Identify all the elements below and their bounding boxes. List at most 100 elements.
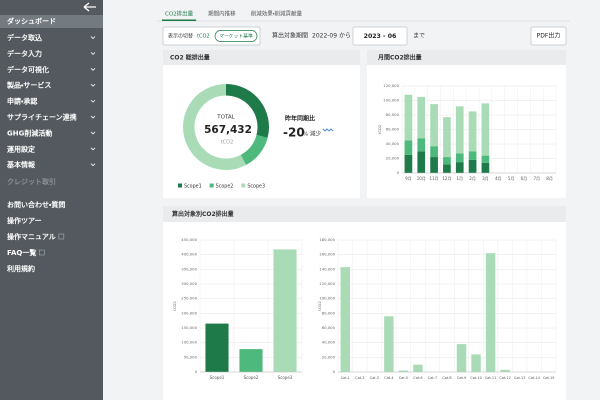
y-tick-label: 80,000 <box>322 310 336 315</box>
pdf-button[interactable] <box>530 26 567 46</box>
bar-segment <box>430 146 438 158</box>
bar-segment <box>417 96 426 139</box>
y-tick-label: 100,000 <box>181 340 197 345</box>
bar-segment <box>430 104 438 147</box>
card-header <box>367 50 566 65</box>
total-label: TOTAL <box>216 115 235 121</box>
basis-pill[interactable] <box>214 30 258 42</box>
y-tick-label: 300,000 <box>181 281 197 286</box>
nav-link[interactable]: FAQ一覧 <box>7 248 36 257</box>
x-tick-label: Cat.15 <box>543 376 555 380</box>
card-title: 月間CO2排出量 <box>377 54 422 62</box>
y-tick-label: 180,000 <box>319 237 335 242</box>
x-tick-label: 11月 <box>430 176 439 181</box>
x-tick-label: Cat.11 <box>485 376 497 380</box>
chevron <box>90 131 96 135</box>
back-arrow[interactable] <box>83 2 96 12</box>
y-tick-label: 100,000 <box>319 296 335 301</box>
x-tick-label: Scope2 <box>244 375 259 380</box>
card-title: 算出対象別CO2排出量 <box>172 210 234 218</box>
bar <box>340 267 350 372</box>
chevron <box>90 52 96 55</box>
period-to[interactable]: 2023 - 06 <box>364 33 397 40</box>
x-tick-label: Cat.1 <box>341 376 350 380</box>
tab[interactable]: 期間内推移 <box>208 10 236 18</box>
yoy-unit: % 減少 <box>303 130 321 138</box>
y-tick-label: 200,000 <box>181 310 197 315</box>
nav-item[interactable]: 基本情報 <box>6 160 36 169</box>
nav-item[interactable]: データ取込 <box>7 33 42 42</box>
legend-label: Scope1 <box>184 184 202 190</box>
bar <box>500 369 510 372</box>
yoy-label: 昨年同期比 <box>285 115 315 123</box>
display-label: 表示の切替 <box>168 33 193 40</box>
bar-segment <box>455 106 464 154</box>
chevron <box>90 147 96 151</box>
nav-item[interactable]: 運用設定 <box>7 144 35 153</box>
period-to-box[interactable] <box>352 26 408 46</box>
nav-item-disabled: クレジット取引 <box>7 177 56 186</box>
bar <box>485 253 496 372</box>
x-tick-label: 12月 <box>442 176 451 181</box>
nav-item[interactable]: サプライチェーン連携 <box>7 113 77 122</box>
bar <box>471 354 481 372</box>
nav-link[interactable]: 操作ツアー <box>7 216 42 225</box>
nav-link[interactable]: 操作マニュアル <box>7 232 56 241</box>
yoy-value: -20 <box>283 126 305 140</box>
x-tick-label: Cat.9 <box>457 376 466 380</box>
card <box>163 206 566 400</box>
bar-segment <box>455 153 464 163</box>
pdf-label[interactable]: PDF出力 <box>537 32 561 40</box>
tabs: CO2排出量 期間内推移 削減効果・削減貢献量 <box>162 10 303 21</box>
x-tick-label: Cat.6 <box>413 376 422 380</box>
bar-segment <box>468 151 477 160</box>
bar-segment <box>404 140 413 155</box>
y-tick-label: 0 <box>397 170 400 175</box>
donut-slice <box>183 84 247 170</box>
y-tick-label: 400,000 <box>181 252 197 257</box>
nav-item[interactable]: データ可視化 <box>7 65 49 74</box>
nav-item[interactable]: ダッシュボード <box>7 17 56 26</box>
x-tick-label: Cat.14 <box>528 376 540 380</box>
x-tick-label: Cat.2 <box>355 376 364 380</box>
x-tick-label: 9月 <box>405 176 412 181</box>
card <box>367 50 566 198</box>
y-tick-label: 120,000 <box>383 83 399 88</box>
nav-item[interactable]: データ入力 <box>7 49 42 58</box>
bar-segment <box>468 159 477 173</box>
y-tick-label: 150,000 <box>181 325 197 330</box>
legend-label: Scope2 <box>216 184 234 190</box>
donut-chart <box>183 84 269 170</box>
nav-item[interactable]: 申請・承認 <box>7 97 37 106</box>
tab[interactable]: 削減効果・削減貢献量 <box>251 10 303 18</box>
unit-option[interactable]: tCO2 <box>197 34 210 40</box>
y-tick-label: 80,000 <box>386 112 400 117</box>
link-icon <box>39 249 45 256</box>
nav-link[interactable]: 利用規約 <box>7 264 35 273</box>
nav-link[interactable]: お問い合わせ・質問 <box>7 200 65 209</box>
x-tick-label: 7月 <box>533 176 540 181</box>
basis-option[interactable]: マーケット基準 <box>219 33 253 40</box>
legend-swatch <box>241 183 246 188</box>
bar <box>384 316 394 372</box>
x-tick-label: Cat.5 <box>399 376 408 380</box>
y-tick-label: 50,000 <box>184 354 198 359</box>
x-tick-label: 6月 <box>521 176 528 181</box>
nav-item[interactable]: GHG削減活動 <box>7 128 52 137</box>
bar-segment <box>481 155 490 163</box>
y-axis-label: tCO2 <box>172 301 177 311</box>
period-label: 算出対象期間 <box>272 32 308 40</box>
y-tick-label: 120,000 <box>319 281 335 286</box>
bar-segment <box>481 162 490 173</box>
monthly-chart: 0 20,000 40,000 60,000 80,000 100,000 120,000 t… <box>377 83 557 181</box>
nav-item[interactable]: 製品・サービス <box>6 81 51 90</box>
trend-icon <box>322 128 334 132</box>
legend-swatch <box>178 183 182 188</box>
bar-segment <box>404 94 413 141</box>
y-tick-label: 60,000 <box>386 127 400 132</box>
x-tick-label: 2月 <box>469 176 476 181</box>
tab[interactable]: CO2排出量 <box>165 10 194 18</box>
